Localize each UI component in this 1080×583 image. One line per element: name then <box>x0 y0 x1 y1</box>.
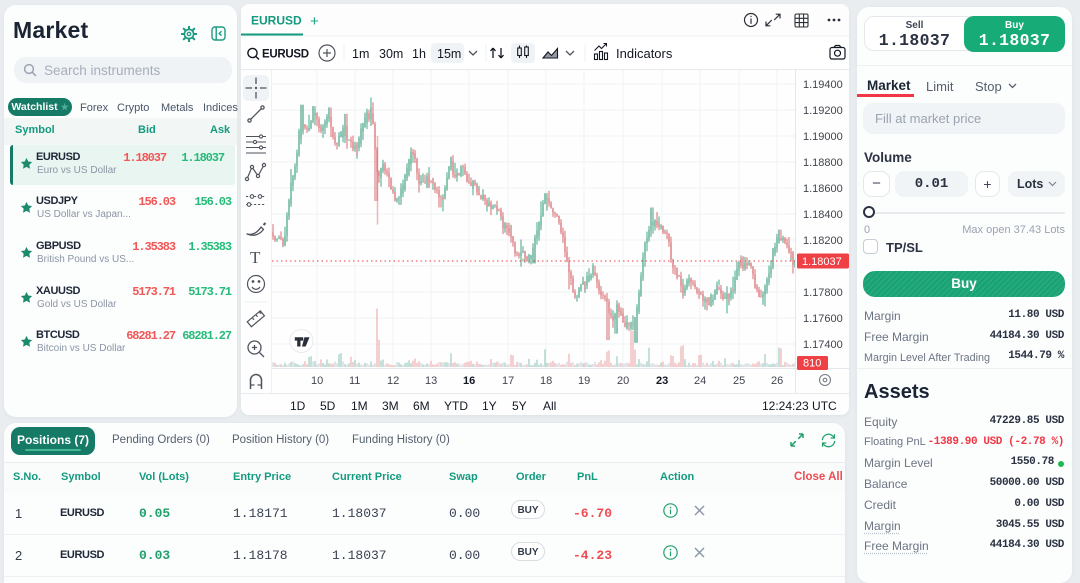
svg-text:EURUSD: EURUSD <box>251 14 302 28</box>
svg-text:Indicators: Indicators <box>616 46 673 61</box>
svg-text:+: + <box>310 13 319 30</box>
svg-text:T: T <box>250 248 261 267</box>
svg-text:1.17800: 1.17800 <box>803 287 843 299</box>
svg-text:16: 16 <box>463 375 475 387</box>
svg-text:20: 20 <box>617 375 629 387</box>
svg-text:1m: 1m <box>352 47 369 61</box>
svg-text:1.17600: 1.17600 <box>803 313 843 325</box>
svg-text:5D: 5D <box>320 399 336 413</box>
svg-text:1D: 1D <box>290 399 306 413</box>
svg-text:1.19200: 1.19200 <box>803 105 843 117</box>
svg-text:30m: 30m <box>379 47 403 61</box>
svg-text:18: 18 <box>540 375 552 387</box>
svg-text:6M: 6M <box>413 399 430 413</box>
svg-text:YTD: YTD <box>444 399 468 413</box>
svg-text:5Y: 5Y <box>512 399 527 413</box>
svg-text:15m: 15m <box>437 47 461 61</box>
svg-text:EURUSD: EURUSD <box>262 49 309 61</box>
svg-text:12:24:23 UTC: 12:24:23 UTC <box>762 399 837 413</box>
svg-text:10: 10 <box>311 375 323 387</box>
svg-text:1.18200: 1.18200 <box>803 235 843 247</box>
svg-text:19: 19 <box>578 375 590 387</box>
svg-text:1.18600: 1.18600 <box>803 183 843 195</box>
svg-text:17: 17 <box>502 375 514 387</box>
svg-text:1.18800: 1.18800 <box>803 157 843 169</box>
svg-text:1Y: 1Y <box>482 399 497 413</box>
svg-text:24: 24 <box>694 375 706 387</box>
svg-text:12: 12 <box>387 375 399 387</box>
svg-text:1.19000: 1.19000 <box>803 131 843 143</box>
svg-text:1.18400: 1.18400 <box>803 209 843 221</box>
svg-text:1.18037: 1.18037 <box>802 256 842 268</box>
svg-text:26: 26 <box>771 375 783 387</box>
svg-text:1.19400: 1.19400 <box>803 79 843 91</box>
svg-text:3M: 3M <box>382 399 399 413</box>
svg-text:1h: 1h <box>412 47 426 61</box>
svg-text:All: All <box>543 399 556 413</box>
svg-text:25: 25 <box>733 375 745 387</box>
svg-text:13: 13 <box>425 375 437 387</box>
svg-text:1M: 1M <box>351 399 368 413</box>
svg-text:11: 11 <box>349 375 360 387</box>
svg-text:810: 810 <box>803 358 821 370</box>
svg-text:1.17400: 1.17400 <box>803 339 843 351</box>
svg-text:23: 23 <box>656 375 668 387</box>
